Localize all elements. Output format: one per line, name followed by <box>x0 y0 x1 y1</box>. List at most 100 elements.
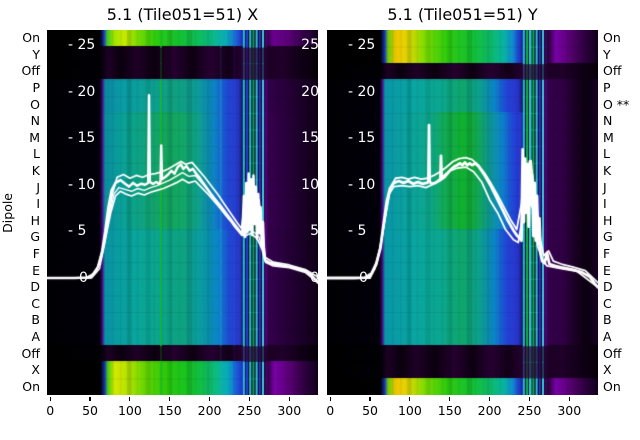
dipole-label: G <box>603 229 613 245</box>
overlay-value-label: - 10 <box>68 176 96 193</box>
x-axis-right-panel: 0 50 100 150 200 250 300 <box>326 396 598 424</box>
dipole-label: M <box>29 129 40 145</box>
dipole-label: A <box>603 328 612 344</box>
x-tick-mark <box>248 397 251 401</box>
dipole-label: On <box>22 378 40 394</box>
dipole-label: N <box>603 113 613 128</box>
dipole-label: On <box>603 30 621 46</box>
dipole-label: K <box>603 162 612 178</box>
dipole-label: A <box>31 328 40 344</box>
dipole-label: D <box>30 278 40 294</box>
overlay-value-label: - 20 <box>348 83 376 100</box>
x-tick-mark <box>369 397 371 401</box>
dipole-label: On <box>603 378 621 394</box>
overlay-value-label: - 25 <box>68 36 96 53</box>
x-tick-mark <box>409 397 411 401</box>
x-tick-label: 300 <box>557 403 582 418</box>
x-tick-label: 50 <box>362 403 378 418</box>
dipole-label: N <box>30 113 40 128</box>
dipole-label: Y <box>32 46 40 62</box>
overlay-value-label: 0 <box>359 269 368 286</box>
dipole-label: Y <box>603 46 611 62</box>
x-tick-mark <box>49 397 51 401</box>
dipole-label: E <box>32 262 40 278</box>
x-tick-mark <box>568 397 570 401</box>
dipole-label: H <box>603 212 613 228</box>
x-tick-label: 200 <box>477 403 502 418</box>
panel-y-title: 5.1 (Tile051=51) Y <box>387 5 538 24</box>
dipole-label: O ** <box>603 96 630 112</box>
dipole-labels-right: On Y Off P O ** N M L K J I H G F E D C B A Off X On <box>601 30 640 395</box>
dipole-label: H <box>30 212 40 228</box>
x-tick-mark <box>489 397 491 401</box>
overlay-value-label-clipped: 25 <box>301 36 318 53</box>
dipole-label: J <box>36 179 40 195</box>
x-tick-label: 0 <box>326 403 335 418</box>
dipole-label: E <box>603 262 611 278</box>
dipole-label: J <box>603 179 607 195</box>
dipole-label: P <box>32 79 40 95</box>
overlay-value-label: - 5 <box>348 223 367 240</box>
x-tick-label: 300 <box>277 403 302 418</box>
dipole-label: I <box>36 195 40 211</box>
x-tick-mark <box>528 397 531 401</box>
overlay-value-label: - 20 <box>68 83 96 100</box>
dipole-label: X <box>603 361 612 377</box>
overlay-value-label-clipped: 0 <box>310 269 318 286</box>
x-axis-left-panel: 0 50 100 150 200 250 300 <box>46 396 318 424</box>
x-tick-mark <box>329 397 331 401</box>
dipole-label: Off <box>603 63 622 79</box>
x-tick-label: 150 <box>437 403 462 418</box>
x-tick-label: 100 <box>397 403 422 418</box>
dipole-label: B <box>603 312 612 328</box>
dipole-label: K <box>31 162 40 178</box>
x-tick-mark <box>209 397 211 401</box>
x-tick-label: 250 <box>237 403 262 418</box>
x-tick-mark <box>129 397 131 401</box>
x-tick-label: 100 <box>117 403 142 418</box>
dipole-label: F <box>32 245 40 261</box>
dipole-label: L <box>33 146 40 162</box>
dipole-label: X <box>31 361 40 377</box>
dipole-label: M <box>603 129 614 145</box>
x-tick-label: 200 <box>197 403 222 418</box>
dipole-label: P <box>603 79 611 95</box>
heatmap-canvas-y <box>327 30 598 395</box>
heatmap-panel-y: - 25 - 20 - 15 - 10 - 5 0 <box>327 30 598 395</box>
x-tick-mark <box>89 397 91 401</box>
dipole-label: D <box>603 278 613 294</box>
overlay-value-label: - 10 <box>348 176 376 193</box>
dipole-label: C <box>31 295 40 311</box>
overlay-value-label: - 5 <box>68 223 87 240</box>
heatmap-panel-x: - 25 25 - 20 20 - 15 15 - 10 10 - 5 5 0 0 <box>47 30 318 395</box>
dipole-label: B <box>31 312 40 328</box>
dipole-label: I <box>603 195 607 211</box>
heatmap-canvas-x <box>47 30 318 395</box>
dipole-label: L <box>603 146 610 162</box>
overlay-value-label-clipped: 15 <box>301 130 318 147</box>
overlay-value-label-clipped: 5 <box>310 223 318 240</box>
overlay-value-label: - 15 <box>348 130 376 147</box>
x-tick-label: 50 <box>82 403 98 418</box>
dipole-label: Off <box>603 345 622 361</box>
dipole-label: C <box>603 295 612 311</box>
overlay-value-label-clipped: 20 <box>301 83 318 100</box>
x-tick-label: 150 <box>157 403 182 418</box>
overlay-value-label: - 15 <box>68 130 96 147</box>
dipole-label: Off <box>21 63 40 79</box>
dipole-label: On <box>22 30 40 46</box>
dipole-label: G <box>30 229 40 245</box>
panel-x-title: 5.1 (Tile051=51) X <box>106 5 259 24</box>
dipole-label: Off <box>21 345 40 361</box>
overlay-value-label: 0 <box>79 269 88 286</box>
x-tick-mark <box>169 397 171 401</box>
dipole-label: F <box>603 245 611 261</box>
x-tick-label: 250 <box>517 403 542 418</box>
x-tick-mark <box>288 397 290 401</box>
dipole-labels-left: On Y Off P O N M L K J I H G F E D C B A Off X On <box>0 30 44 395</box>
x-tick-mark <box>449 397 451 401</box>
dipole-label: O <box>30 96 40 112</box>
overlay-value-label-clipped: 10 <box>301 176 318 193</box>
overlay-value-label: - 25 <box>348 36 376 53</box>
